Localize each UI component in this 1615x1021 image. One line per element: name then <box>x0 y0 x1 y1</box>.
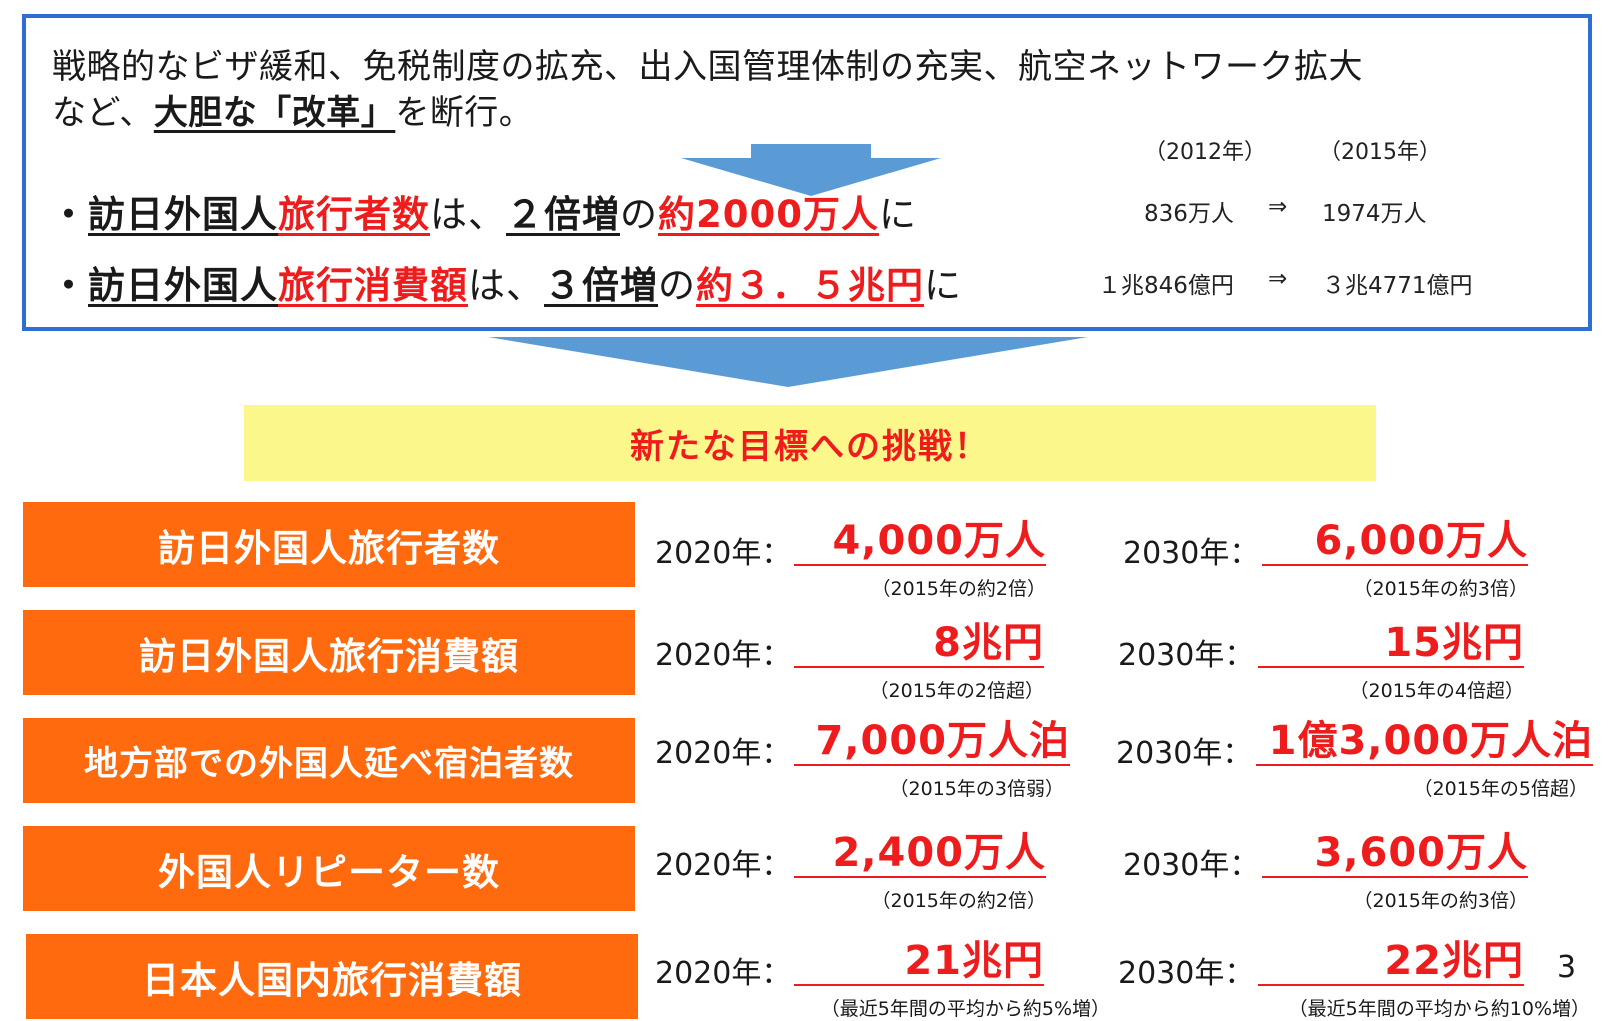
bullet-dot: ・ <box>50 264 88 307</box>
intro-line-2: など、大胆な「改革」を断行。 <box>52 90 1363 136</box>
value-2020-visitors: 4,000万人 <box>794 518 1046 566</box>
target-label-domestic-spending: 日本人国内旅行消費額 <box>26 934 638 1019</box>
summary-box: 戦略的なビザ緩和、免税制度の拡充、出入国管理体制の充実、航空ネットワーク拡大 な… <box>22 14 1592 331</box>
note-2020-spending: （2015年の2倍超） <box>869 680 1044 702</box>
year-2020-label: 2020年： <box>655 638 792 673</box>
intro-line-2-pre: など、 <box>52 93 154 133</box>
value-2030-visitors: 6,000万人 <box>1262 518 1528 566</box>
target-label-regional-stays: 地方部での外国人延べ宿泊者数 <box>23 718 635 803</box>
bullet-multiplier: ２倍増 <box>506 193 620 236</box>
bullet-dot: ・ <box>50 193 88 236</box>
note-2030-visitors: （2015年の約3倍） <box>1353 578 1528 600</box>
year-2030-label: 2030年： <box>1116 736 1253 771</box>
note-2030-spending: （2015年の4倍超） <box>1349 680 1524 702</box>
year-2020-label: 2020年： <box>655 536 792 571</box>
value-2030-spending: 15兆円 <box>1258 620 1524 668</box>
bullet-spending: ・訪日外国人旅行消費額は、３倍増の約３．５兆円に <box>50 255 962 309</box>
stat-arrow: ⇒ <box>1268 266 1288 292</box>
stat-arrow: ⇒ <box>1268 194 1288 220</box>
intro-emphasis: 大胆な「改革」 <box>153 93 396 133</box>
year-head-2015: （2015年） <box>1319 140 1441 165</box>
down-arrow-small-icon <box>681 144 941 196</box>
note-2020-repeaters: （2015年の約2倍） <box>871 890 1046 912</box>
bullet-ni: に <box>878 193 917 236</box>
down-arrow-large-icon <box>488 337 1088 387</box>
bullet-particle: は、 <box>430 193 506 236</box>
value-2030-regional-stays: 1億3,000万人泊 <box>1256 718 1593 766</box>
bullet-visitors: ・訪日外国人旅行者数は、２倍増の約2000万人に <box>50 184 917 238</box>
target-label-spending: 訪日外国人旅行消費額 <box>23 610 635 695</box>
bullet-metric: 旅行者数 <box>278 193 430 236</box>
bullet-metric: 旅行消費額 <box>278 264 468 307</box>
year-2030-label: 2030年： <box>1118 638 1255 673</box>
year-2030-label: 2030年： <box>1123 536 1260 571</box>
bullet-target: 約2000万人 <box>658 193 879 236</box>
stat-2015-spending: ３兆4771億円 <box>1322 273 1473 299</box>
intro-text: 戦略的なビザ緩和、免税制度の拡充、出入国管理体制の充実、航空ネットワーク拡大 な… <box>52 44 1363 136</box>
intro-line-1: 戦略的なビザ緩和、免税制度の拡充、出入国管理体制の充実、航空ネットワーク拡大 <box>52 47 1363 87</box>
target-label-repeaters: 外国人リピーター数 <box>23 826 635 911</box>
note-2020-domestic-spending: （最近5年間の平均から約5%増） <box>820 998 1110 1020</box>
intro-line-2-post: を断行。 <box>395 93 534 133</box>
bullet-multiplier: ３倍増 <box>544 264 658 307</box>
bullet-target: 約３．５兆円 <box>696 264 924 307</box>
bullet-ni: に <box>924 264 962 307</box>
year-2030-label: 2030年： <box>1123 848 1260 883</box>
note-2030-repeaters: （2015年の約3倍） <box>1353 890 1528 912</box>
bullet-no: の <box>620 193 658 236</box>
page-number: 3 <box>1557 950 1577 985</box>
stat-2015-visitors: 1974万人 <box>1322 201 1427 227</box>
challenge-banner: 新たな目標への挑戦！ <box>244 405 1376 481</box>
note-2030-domestic-spending: （最近5年間の平均から約10%増） <box>1288 998 1590 1020</box>
year-2020-label: 2020年： <box>655 956 792 991</box>
value-2030-repeaters: 3,600万人 <box>1262 830 1528 878</box>
stat-2012-spending: １兆846億円 <box>1098 273 1234 299</box>
bullet-subject: 訪日外国人 <box>88 264 278 307</box>
note-2020-visitors: （2015年の約2倍） <box>871 578 1046 600</box>
stat-2012-visitors: 836万人 <box>1144 201 1234 227</box>
value-2020-domestic-spending: 21兆円 <box>794 938 1044 986</box>
bullet-subject: 訪日外国人 <box>88 193 278 236</box>
value-2030-domestic-spending: 22兆円 <box>1258 938 1524 986</box>
year-head-2012: （2012年） <box>1144 140 1266 165</box>
value-2020-repeaters: 2,400万人 <box>794 830 1046 878</box>
note-2020-regional-stays: （2015年の3倍弱） <box>889 778 1064 800</box>
value-2020-spending: 8兆円 <box>794 620 1044 668</box>
bullet-particle: は、 <box>468 264 544 307</box>
year-2020-label: 2020年： <box>655 736 792 771</box>
bullet-no: の <box>658 264 696 307</box>
value-2020-regional-stays: 7,000万人泊 <box>794 718 1070 766</box>
year-2020-label: 2020年： <box>655 848 792 883</box>
note-2030-regional-stays: （2015年の5倍超） <box>1413 778 1588 800</box>
year-2030-label: 2030年： <box>1118 956 1255 991</box>
target-label-visitors: 訪日外国人旅行者数 <box>23 502 635 587</box>
